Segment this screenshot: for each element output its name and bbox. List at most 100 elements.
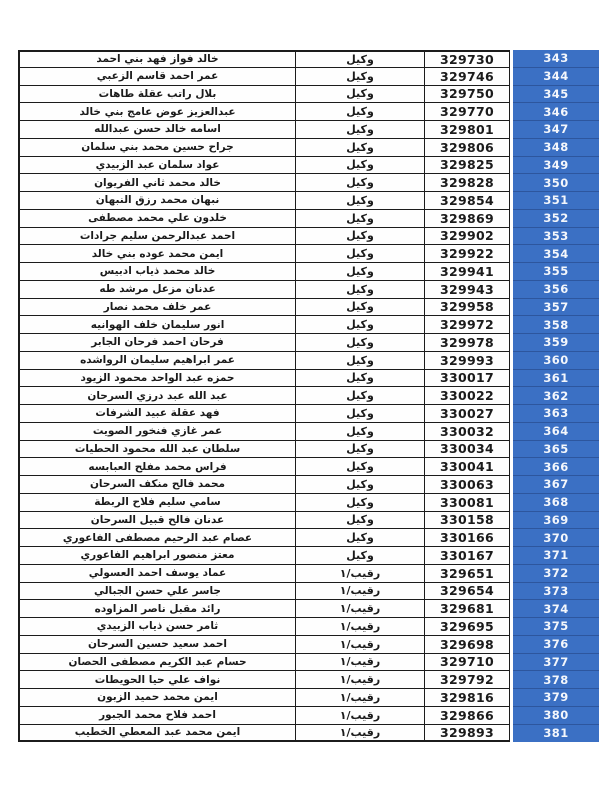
name-cell: خالد محمد ثاني الفريوان [18, 174, 295, 192]
service-number-cell: 330081 [424, 493, 510, 512]
serial-number-cell: 381 [513, 724, 599, 743]
rank-cell: وكيل [295, 298, 424, 317]
name-cell: عماد يوسف احمد العسولي [18, 564, 295, 583]
table-row: سلطان عبد الله محمود الحطيات وكيل 330034… [18, 440, 600, 459]
table-row: عبدالعزيز عوض عامج بني خالد وكيل 329770 … [18, 103, 600, 121]
table-row: معتز منصور ابراهيم الفاعوري وكيل 330167 … [18, 547, 600, 565]
table-row: سامي سليم فلاح الربطة وكيل 330081 368 [18, 493, 600, 512]
rank-cell: وكيل [295, 529, 424, 547]
service-number-cell: 330063 [424, 476, 510, 494]
rank-cell: رقيب/١ [295, 582, 424, 601]
name-cell: رائد مقبل ناصر المزاوده [18, 600, 295, 618]
name-cell: احمد سعيد حسين السرحان [18, 635, 295, 654]
service-number-cell: 329854 [424, 192, 510, 210]
table-row: عواد سلمان عبد الزبيدي وكيل 329825 349 [18, 156, 600, 175]
table-row: نواف علي حيا الحويطات رقيب/١ 329792 378 [18, 671, 600, 689]
serial-number-cell: 354 [513, 245, 599, 263]
rank-cell: وكيل [295, 50, 424, 68]
serial-number-cell: 379 [513, 689, 599, 707]
service-number-cell: 329816 [424, 689, 510, 707]
name-cell: ايمن محمد عوده بني خالد [18, 245, 295, 263]
service-number-cell: 330166 [424, 529, 510, 547]
rank-cell: وكيل [295, 493, 424, 512]
serial-number-cell: 371 [513, 547, 599, 565]
serial-number-cell: 367 [513, 476, 599, 494]
rank-cell: وكيل [295, 369, 424, 388]
serial-number-cell: 343 [513, 50, 599, 68]
name-cell: ايمن محمد عبد المعطي الخطيب [18, 724, 295, 743]
name-cell: عصام عبد الرحيم مصطفى الفاعوري [18, 529, 295, 547]
name-cell: ايمن محمد حميد الزبون [18, 689, 295, 707]
table-row: عبد الله عبد درزي السرحان وكيل 330022 36… [18, 387, 600, 405]
table-row: احمد سعيد حسين السرحان رقيب/١ 329698 376 [18, 635, 600, 654]
rank-cell: وكيل [295, 387, 424, 405]
table-row: ايمن محمد حميد الزبون رقيب/١ 329816 379 [18, 689, 600, 707]
table-row: عمر ابراهيم سليمان الرواشده وكيل 329993 … [18, 351, 600, 370]
table-row: رائد مقبل ناصر المزاوده رقيب/١ 329681 37… [18, 600, 600, 618]
name-cell: فهد عقلة عبيد الشرفات [18, 405, 295, 423]
serial-number-cell: 364 [513, 422, 599, 441]
service-number-cell: 329695 [424, 618, 510, 636]
table-row: خالد فواز فهد بني احمد وكيل 329730 343 [18, 50, 600, 68]
name-cell: خالد فواز فهد بني احمد [18, 50, 295, 68]
table-row: بلال راتب عقلة طاهات وكيل 329750 345 [18, 85, 600, 104]
personnel-roster-table: خالد فواز فهد بني احمد وكيل 329730 343 ع… [18, 50, 600, 743]
service-number-cell: 329681 [424, 600, 510, 618]
name-cell: عمر خلف محمد نصار [18, 298, 295, 317]
rank-cell: رقيب/١ [295, 653, 424, 672]
service-number-cell: 329806 [424, 138, 510, 157]
table-row: احمد فلاح محمد الجبور رقيب/١ 329866 380 [18, 706, 600, 725]
table-row: جاسر علي حسن الجبالي رقيب/١ 329654 373 [18, 582, 600, 601]
service-number-cell: 329825 [424, 156, 510, 175]
rank-cell: وكيل [295, 422, 424, 441]
table-row: حسام عبد الكريم مصطفى الحصان رقيب/١ 3297… [18, 653, 600, 672]
name-cell: عدنان مزعل مرشد طه [18, 280, 295, 299]
name-cell: حسام عبد الكريم مصطفى الحصان [18, 653, 295, 672]
table-row: محمد فالح منكف السرحان وكيل 330063 367 [18, 476, 600, 494]
name-cell: فرحان احمد فرحان الجابر [18, 334, 295, 352]
rank-cell: وكيل [295, 547, 424, 565]
service-number-cell: 329993 [424, 351, 510, 370]
rank-cell: وكيل [295, 209, 424, 228]
serial-number-cell: 351 [513, 192, 599, 210]
serial-number-cell: 366 [513, 458, 599, 476]
table-row: خالد محمد ذياب ادبيس وكيل 329941 355 [18, 263, 600, 281]
service-number-cell: 329710 [424, 653, 510, 672]
rank-cell: وكيل [295, 511, 424, 530]
rank-cell: رقيب/١ [295, 618, 424, 636]
service-number-cell: 329893 [424, 724, 510, 743]
serial-number-cell: 347 [513, 121, 599, 139]
name-cell: عواد سلمان عبد الزبيدي [18, 156, 295, 175]
table-row: عدنان مزعل مرشد طه وكيل 329943 356 [18, 280, 600, 299]
serial-number-cell: 362 [513, 387, 599, 405]
service-number-cell: 330027 [424, 405, 510, 423]
table-row: عمر احمد قاسم الزعبي وكيل 329746 344 [18, 67, 600, 86]
table-row: حمزه عبد الواحد محمود الزيود وكيل 330017… [18, 369, 600, 388]
service-number-cell: 329651 [424, 564, 510, 583]
name-cell: فراس محمد مفلح العبابسه [18, 458, 295, 476]
name-cell: عمر احمد قاسم الزعبي [18, 67, 295, 86]
service-number-cell: 330041 [424, 458, 510, 476]
serial-number-cell: 358 [513, 316, 599, 334]
name-cell: احمد عبدالرحمن سليم جرادات [18, 227, 295, 246]
rank-cell: وكيل [295, 156, 424, 175]
name-cell: حمزه عبد الواحد محمود الزيود [18, 369, 295, 388]
name-cell: جاسر علي حسن الجبالي [18, 582, 295, 601]
name-cell: نواف علي حيا الحويطات [18, 671, 295, 689]
serial-number-cell: 345 [513, 85, 599, 104]
service-number-cell: 329922 [424, 245, 510, 263]
service-number-cell: 329943 [424, 280, 510, 299]
rank-cell: رقيب/١ [295, 635, 424, 654]
rank-cell: وكيل [295, 85, 424, 104]
service-number-cell: 329828 [424, 174, 510, 192]
table-row: جراح حسين محمد بني سلمان وكيل 329806 348 [18, 138, 600, 157]
service-number-cell: 329792 [424, 671, 510, 689]
serial-number-cell: 370 [513, 529, 599, 547]
serial-number-cell: 361 [513, 369, 599, 388]
table-row: انور سليمان خلف الهوانيه وكيل 329972 358 [18, 316, 600, 334]
service-number-cell: 330158 [424, 511, 510, 530]
table-row: عمر غازي فنخور الصويت وكيل 330032 364 [18, 422, 600, 441]
table-row: فرحان احمد فرحان الجابر وكيل 329978 359 [18, 334, 600, 352]
service-number-cell: 329770 [424, 103, 510, 121]
